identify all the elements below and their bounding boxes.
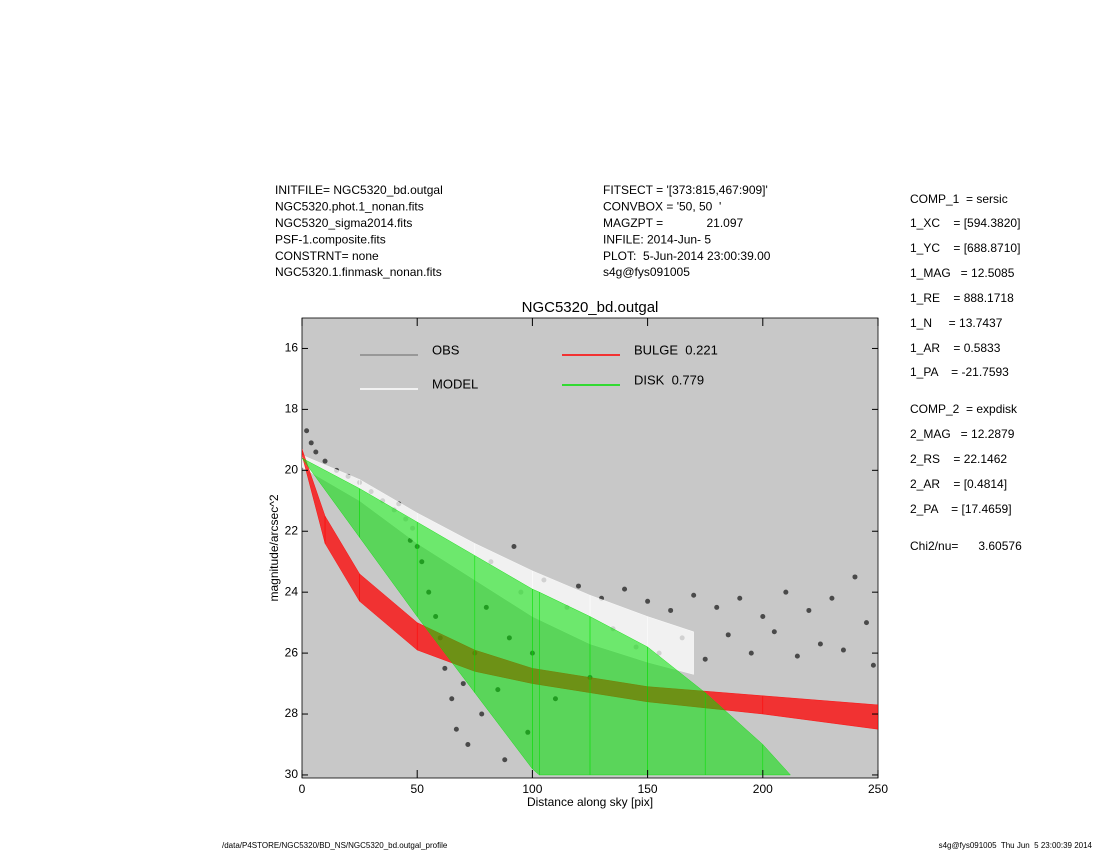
obs-point — [702, 656, 708, 662]
y-tick-label: 28 — [285, 706, 299, 720]
obs-point — [783, 589, 789, 595]
y-tick-label: 20 — [285, 462, 299, 476]
header-left-line: INITFILE= NGC5320_bd.outgal — [275, 183, 443, 197]
obs-point — [829, 595, 835, 601]
footer-left: /data/P4STORE/NGC5320/BD_NS/NGC5320_bd.o… — [222, 841, 448, 850]
obs-point — [308, 440, 314, 446]
obs-point — [304, 428, 310, 434]
obs-point — [622, 586, 628, 592]
x-tick-label: 100 — [522, 782, 542, 796]
y-axis-label: magnitude/arcsec^2 — [267, 494, 281, 601]
fit-parameter: 2_MAG = 12.2879 — [910, 427, 1015, 441]
header-middle-line: CONVBOX = '50, 50 ' — [603, 200, 721, 214]
header-left-line: NGC5320_sigma2014.fits — [275, 216, 412, 230]
fit-parameter: 2_PA = [17.4659] — [910, 502, 1012, 516]
obs-point — [645, 598, 651, 604]
fit-parameter: 1_RE = 888.1718 — [910, 291, 1014, 305]
header-middle-line: FITSECT = '[373:815,467:909]' — [603, 183, 768, 197]
obs-point — [449, 696, 455, 702]
y-tick-label: 16 — [285, 341, 299, 355]
header-middle-line: PLOT: 5-Jun-2014 23:00:39.00 — [603, 249, 771, 263]
obs-point — [502, 757, 508, 763]
header-left-line: NGC5320.phot.1_nonan.fits — [275, 200, 424, 214]
fit-parameter: 1_XC = [594.3820] — [910, 216, 1020, 230]
obs-point — [852, 574, 858, 580]
obs-point — [442, 665, 448, 671]
obs-point — [322, 458, 328, 464]
obs-point — [840, 647, 846, 653]
model-band — [532, 588, 540, 776]
obs-point — [737, 595, 743, 601]
obs-point — [870, 662, 876, 668]
fit-parameter: 1_YC = [688.8710] — [910, 241, 1020, 255]
fit-parameter: COMP_1 = sersic — [910, 192, 1008, 206]
fit-parameter: COMP_2 = expdisk — [910, 402, 1018, 416]
obs-point — [460, 681, 466, 687]
x-tick-label: 50 — [411, 782, 425, 796]
obs-point — [714, 604, 720, 610]
legend-label: MODEL — [432, 376, 478, 391]
fit-parameter: 2_RS = 22.1462 — [910, 452, 1007, 466]
y-tick-label: 30 — [285, 767, 299, 781]
fit-parameter: Chi2/nu= 3.60576 — [910, 539, 1022, 553]
x-tick-label: 200 — [753, 782, 773, 796]
header-left-line: CONSTRNT= none — [275, 249, 379, 263]
y-tick-label: 18 — [285, 402, 299, 416]
obs-point — [313, 449, 319, 455]
header-middle-line: s4g@fys091005 — [603, 265, 690, 279]
header-middle-line: INFILE: 2014-Jun- 5 — [603, 232, 711, 246]
obs-point — [863, 620, 869, 626]
model-band — [539, 591, 591, 776]
x-tick-label: 0 — [299, 782, 306, 796]
legend-label: OBS — [432, 342, 460, 357]
y-tick-label: 26 — [285, 645, 299, 659]
header-middle-line: MAGZPT = 21.097 — [603, 216, 743, 230]
model-band — [762, 743, 792, 776]
obs-point — [817, 641, 823, 647]
obs-point — [691, 592, 697, 598]
obs-point — [760, 614, 766, 620]
chart-title: NGC5320_bd.outgal — [522, 299, 659, 316]
fit-parameter: 1_PA = -21.7593 — [910, 365, 1009, 379]
model-band — [762, 695, 878, 730]
fit-parameter: 1_N = 13.7437 — [910, 316, 1003, 330]
plot-area — [302, 428, 878, 776]
obs-point — [575, 583, 581, 589]
x-tick-label: 250 — [868, 782, 888, 796]
footer-right: s4g@fys091005 Thu Jun 5 23:00:39 2014 — [939, 841, 1093, 850]
obs-point — [725, 632, 731, 638]
y-tick-label: 24 — [285, 584, 299, 598]
obs-point — [453, 726, 459, 732]
obs-point — [794, 653, 800, 659]
x-tick-label: 150 — [638, 782, 658, 796]
obs-point — [511, 543, 517, 549]
obs-point — [806, 607, 812, 613]
obs-point — [668, 607, 674, 613]
fit-parameter: 1_MAG = 12.5085 — [910, 266, 1015, 280]
fit-parameter: 1_AR = 0.5833 — [910, 341, 1001, 355]
y-tick-label: 22 — [285, 523, 299, 537]
obs-point — [465, 741, 471, 747]
header-left-line: PSF-1.composite.fits — [275, 232, 386, 246]
header-left-line: NGC5320.1.finmask_nonan.fits — [275, 265, 442, 279]
x-axis-label: Distance along sky [pix] — [527, 795, 653, 809]
fit-parameter: 2_AR = [0.4814] — [910, 477, 1007, 491]
legend-label: DISK 0.779 — [634, 372, 704, 387]
obs-point — [748, 650, 754, 656]
legend-label: BULGE 0.221 — [634, 342, 718, 357]
obs-point — [771, 629, 777, 635]
obs-point — [479, 711, 485, 717]
